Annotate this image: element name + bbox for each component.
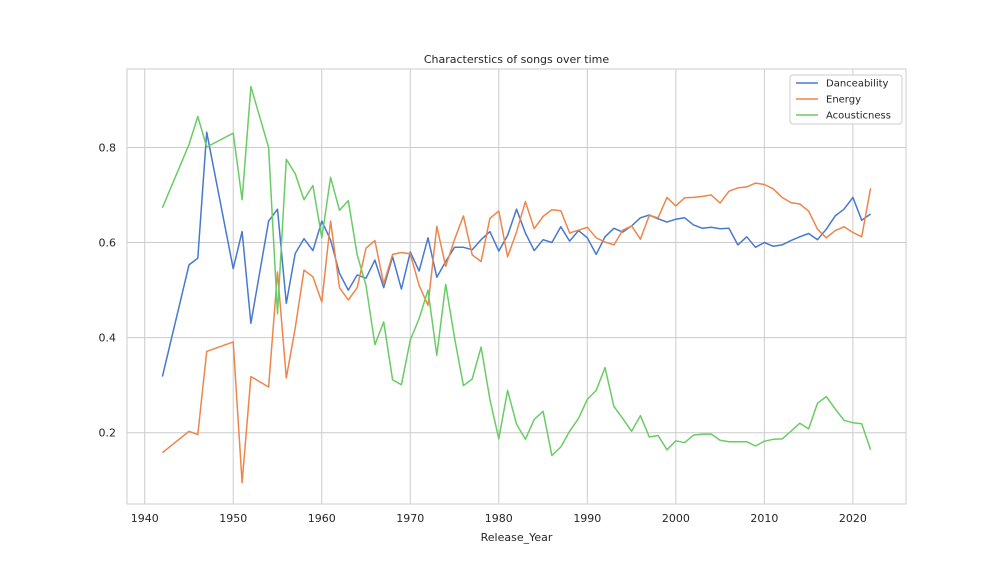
y-tick-label: 0.4 (99, 332, 117, 345)
grid (127, 69, 906, 504)
x-tick-label: 1980 (485, 512, 513, 525)
legend: Danceability Energy Acousticness (789, 74, 903, 125)
x-tick-label: 1950 (219, 512, 247, 525)
x-tick-label: 1940 (131, 512, 159, 525)
series-line-danceability (161, 131, 872, 377)
y-axis-ticks: 0.2 0.4 0.6 0.8 (99, 141, 117, 439)
chart-title: Characterstics of songs over time (424, 53, 610, 66)
x-tick-label: 2000 (662, 512, 690, 525)
legend-label-energy: Energy (826, 95, 861, 106)
legend-box (789, 74, 903, 125)
x-tick-label: 2020 (839, 512, 867, 525)
y-tick-label: 0.2 (99, 427, 117, 440)
x-axis-ticks: 1940 1950 1960 1970 1980 1990 2000 2010 2020 (131, 512, 867, 525)
legend-label-danceability: Danceability (826, 79, 889, 90)
series-line-acousticness (161, 85, 872, 457)
y-tick-label: 0.8 (99, 141, 117, 154)
series-line-energy (161, 182, 872, 484)
x-tick-label: 1960 (308, 512, 336, 525)
x-axis-label: Release_Year (481, 531, 553, 544)
legend-label-acousticness: Acousticness (826, 111, 891, 122)
series-lines (161, 85, 872, 484)
x-tick-label: 2010 (750, 512, 778, 525)
plot-area (126, 68, 907, 505)
x-tick-label: 1990 (573, 512, 601, 525)
x-tick-label: 1970 (396, 512, 424, 525)
y-tick-label: 0.6 (99, 237, 117, 250)
